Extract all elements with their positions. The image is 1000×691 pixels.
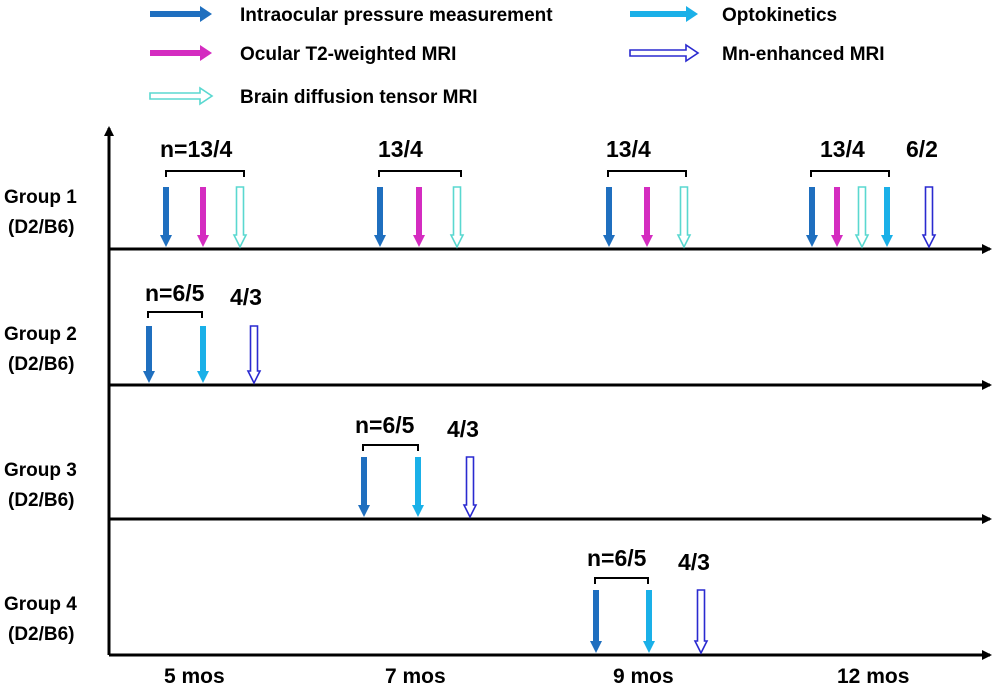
legend-swatch-iop bbox=[150, 6, 212, 22]
timepoint-9mo: 9 mos bbox=[613, 665, 674, 688]
group1-7mo-bracket bbox=[378, 170, 462, 177]
group1-12mo-t2-arrow-shape bbox=[831, 187, 843, 247]
group1-12mo-iop-arrow-shape bbox=[806, 187, 818, 247]
group1-12mo-iop-arrow bbox=[806, 187, 818, 247]
group3-mn-n: 4/3 bbox=[447, 416, 479, 442]
legend-label-dti-mri: Brain diffusion tensor MRI bbox=[240, 87, 478, 108]
group3-name: Group 3 bbox=[4, 460, 77, 481]
legend-swatch-mn-mri bbox=[629, 43, 700, 63]
timepoint-12mo: 12 mos bbox=[837, 665, 909, 688]
legend-swatch-optokinetics-shape bbox=[630, 6, 698, 22]
group2-iop-arrow-shape bbox=[143, 326, 155, 383]
group1-12mo-t2-arrow bbox=[831, 187, 843, 247]
legend-swatch-mn-mri-shape bbox=[629, 43, 700, 63]
group1-5mo-t2-arrow-shape bbox=[197, 187, 209, 247]
group3-mn-arrow-shape bbox=[462, 456, 478, 519]
group1-5mo-dti-arrow bbox=[232, 186, 248, 249]
group4-iop-arrow-shape bbox=[590, 590, 602, 653]
group2-strain: (D2/B6) bbox=[8, 354, 75, 375]
legend-label-optokinetics: Optokinetics bbox=[722, 5, 837, 26]
group4-bracket bbox=[594, 577, 649, 584]
group1-7mo-t2-arrow-shape bbox=[413, 187, 425, 247]
legend-swatch-dti-mri bbox=[149, 86, 214, 106]
group4-iop-arrow bbox=[590, 590, 602, 653]
group1-7mo-t2-arrow bbox=[413, 187, 425, 247]
group1-name: Group 1 bbox=[4, 187, 77, 208]
group4-strain: (D2/B6) bbox=[8, 624, 75, 645]
group1-12mo-opto-arrow-shape bbox=[881, 187, 893, 247]
group1-7mo-dti-arrow bbox=[449, 186, 465, 249]
legend-label-mn-mri: Mn-enhanced MRI bbox=[722, 44, 885, 65]
group4-opto-arrow-shape bbox=[643, 590, 655, 653]
group2-mn-n: 4/3 bbox=[230, 284, 262, 310]
group4-n: n=6/5 bbox=[587, 545, 647, 571]
legend: Intraocular pressure measurement Optokin… bbox=[149, 5, 885, 108]
group1-9mo-t2-arrow-shape bbox=[641, 187, 653, 247]
group3-iop-arrow-shape bbox=[358, 457, 370, 517]
group1-9mo-iop-arrow-shape bbox=[603, 187, 615, 247]
group2-n: n=6/5 bbox=[145, 280, 205, 306]
group2-bracket bbox=[147, 311, 203, 318]
group1-5mo-n: n=13/4 bbox=[160, 136, 232, 162]
group3-iop-arrow bbox=[358, 457, 370, 517]
group1-12mo-mn-arrow bbox=[921, 186, 937, 249]
group2-name: Group 2 bbox=[4, 324, 77, 345]
group1-12mo-opto-arrow bbox=[881, 187, 893, 247]
group3-bracket bbox=[362, 444, 419, 451]
group1-7mo-iop-arrow bbox=[374, 187, 386, 247]
group3-strain: (D2/B6) bbox=[8, 490, 75, 511]
legend-label-t2-mri: Ocular T2-weighted MRI bbox=[240, 44, 456, 65]
group1-9mo-t2-arrow bbox=[641, 187, 653, 247]
legend-swatch-dti-mri-shape bbox=[149, 86, 214, 106]
group4-opto-arrow bbox=[643, 590, 655, 653]
group1-7mo-iop-arrow-shape bbox=[374, 187, 386, 247]
group1-12mo-mn-arrow-shape bbox=[921, 186, 937, 249]
group1-7mo-n: 13/4 bbox=[378, 136, 423, 162]
group2-opto-arrow bbox=[197, 326, 209, 383]
group1-5mo-bracket bbox=[165, 170, 245, 177]
group3-opto-arrow bbox=[412, 457, 424, 517]
group3-opto-arrow-shape bbox=[412, 457, 424, 517]
legend-swatch-t2-mri bbox=[150, 45, 212, 61]
group1-12mo-n: 13/4 bbox=[820, 136, 865, 162]
legend-swatch-t2-mri-shape bbox=[150, 45, 212, 61]
group3-n: n=6/5 bbox=[355, 412, 415, 438]
group1-9mo-bracket bbox=[607, 170, 687, 177]
group4-mn-arrow-shape bbox=[693, 589, 709, 655]
timepoint-5mo: 5 mos bbox=[164, 665, 225, 688]
group1-9mo-iop-arrow bbox=[603, 187, 615, 247]
group4-name: Group 4 bbox=[4, 594, 77, 615]
group4-mn-arrow bbox=[693, 589, 709, 655]
group1-12mo-bracket bbox=[810, 170, 890, 177]
group1-9mo-dti-arrow-shape bbox=[676, 186, 692, 249]
group2-mn-arrow-shape bbox=[246, 325, 262, 385]
group1-12mo-mn-n: 6/2 bbox=[906, 136, 938, 162]
group1-12mo-dti-arrow-shape bbox=[854, 186, 870, 249]
group2-mn-arrow bbox=[246, 325, 262, 385]
legend-swatch-iop-shape bbox=[150, 6, 212, 22]
group1-strain: (D2/B6) bbox=[8, 217, 75, 238]
group1-5mo-t2-arrow bbox=[197, 187, 209, 247]
group4-mn-n: 4/3 bbox=[678, 549, 710, 575]
group1-7mo-dti-arrow-shape bbox=[449, 186, 465, 249]
legend-swatch-optokinetics bbox=[630, 6, 698, 22]
measurement-arrows bbox=[143, 186, 937, 655]
group1-5mo-iop-arrow bbox=[160, 187, 172, 247]
group1-5mo-dti-arrow-shape bbox=[232, 186, 248, 249]
group1-9mo-n: 13/4 bbox=[606, 136, 651, 162]
timepoint-7mo: 7 mos bbox=[385, 665, 446, 688]
group2-opto-arrow-shape bbox=[197, 326, 209, 383]
legend-label-iop: Intraocular pressure measurement bbox=[240, 5, 553, 26]
group1-12mo-dti-arrow bbox=[854, 186, 870, 249]
group2-iop-arrow bbox=[143, 326, 155, 383]
group1-5mo-iop-arrow-shape bbox=[160, 187, 172, 247]
group1-9mo-dti-arrow bbox=[676, 186, 692, 249]
group3-mn-arrow bbox=[462, 456, 478, 519]
